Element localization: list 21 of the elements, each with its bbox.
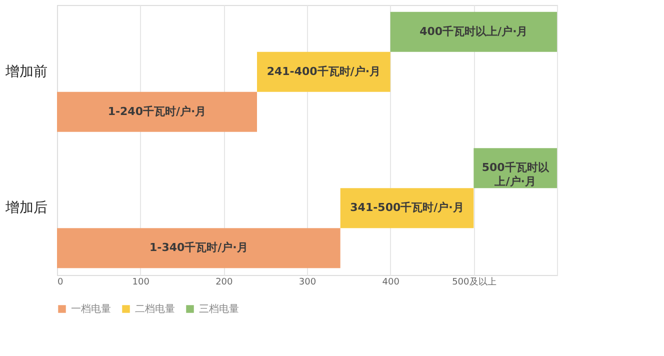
legend-label: 一档电量 — [71, 303, 111, 315]
annotation: 341-500千瓦时/户·月 — [350, 201, 464, 214]
bar — [390, 12, 557, 52]
annotation: 400千瓦时以上/户·月 — [420, 24, 528, 38]
y-tick-label: 增加后 — [4, 200, 48, 216]
annotation: 241-400千瓦时/户·月 — [266, 64, 381, 78]
annotation: 1-340千瓦时/户·月 — [149, 241, 248, 254]
legend-label: 二档电量 — [135, 303, 175, 315]
annotation: 1-240千瓦时/户·月 — [108, 104, 206, 118]
y-tick-label: 增加前 — [4, 64, 48, 80]
x-tick-label: 0 — [58, 278, 64, 288]
x-tick-label: 400 — [382, 278, 400, 288]
annotation: 500千瓦时以上/户·月 — [482, 161, 550, 188]
x-tick-label: 300 — [298, 278, 316, 288]
bar — [257, 52, 390, 92]
legend-label: 三档电量 — [199, 303, 239, 315]
x-tick-label: 500及以上 — [452, 276, 496, 288]
x-tick-label: 200 — [216, 278, 234, 288]
x-tick-label: 100 — [132, 278, 150, 288]
bar — [57, 228, 340, 268]
bar — [57, 92, 257, 132]
